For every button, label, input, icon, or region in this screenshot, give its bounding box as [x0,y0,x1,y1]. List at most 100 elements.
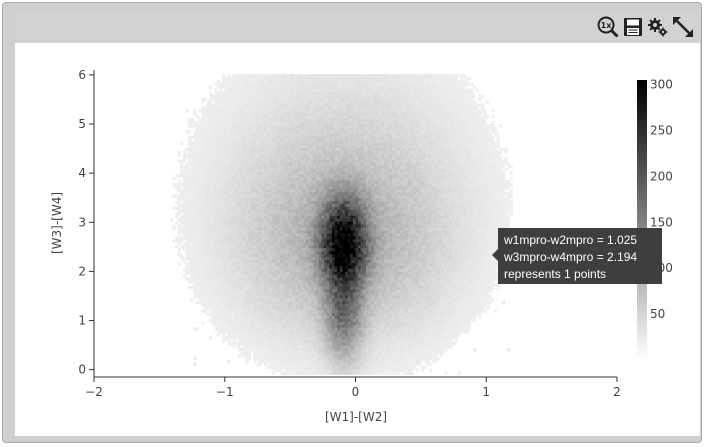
heatmap-cell [235,85,239,90]
heatmap-cell [271,327,275,331]
heatmap-cell [240,277,244,281]
heatmap-cell [316,177,320,181]
settings-button[interactable] [647,15,669,39]
heatmap-cell [292,76,296,81]
heatmap-cell [258,230,262,234]
heatmap-cell [313,268,317,272]
heatmap-cell [253,188,257,193]
heatmap-cell [240,250,244,255]
heatmap-cell [282,247,286,252]
heatmap-cell [224,238,228,243]
heatmap-cell [261,315,265,319]
heatmap-cell [274,100,278,104]
heatmap-cell [237,203,241,207]
heatmap-cell [203,182,207,187]
heatmap-cell [318,141,322,146]
heatmap-cell [279,94,283,98]
heatmap-cell [195,262,200,266]
expand-button[interactable] [672,15,694,39]
heatmap-cell [219,191,223,196]
heatmap-cell [274,115,278,119]
heatmap-cell [269,88,273,93]
heatmap-cell [190,256,194,261]
heatmap-cell [256,79,260,84]
heatmap-cell [308,253,312,258]
heatmap-cell [227,147,231,151]
heatmap-cell [172,227,176,231]
heatmap-cell [224,109,228,113]
heatmap-cell [261,303,265,308]
heatmap-cell [261,253,265,258]
heatmap-cell [266,168,270,172]
heatmap-cell [258,362,262,367]
heatmap-cell [250,97,254,101]
heatmap-cell [216,253,220,258]
heatmap-cell [318,280,322,284]
heatmap-cell [209,168,213,172]
heatmap-cell [201,97,205,101]
heatmap-cell [216,94,220,98]
heatmap-cell [290,365,294,370]
heatmap-cell [316,250,320,255]
heatmap-cell [324,345,328,349]
heatmap-cell [269,141,273,146]
heatmap-cell [287,209,291,213]
heatmap-cell [282,333,286,337]
heatmap-cell [300,88,304,93]
heatmap-cell [311,209,315,213]
heatmap-cell [321,345,325,349]
heatmap-cell [193,265,197,269]
heatmap-cell [243,100,247,104]
heatmap-cell [297,371,301,375]
heatmap-cell [193,271,197,275]
heatmap-cell [216,97,220,101]
heatmap-cell [266,162,270,166]
heatmap-cell [263,333,267,337]
heatmap-cell [177,247,181,252]
heatmap-cell [209,118,213,122]
heatmap-cell [211,194,215,199]
heatmap-cell [274,185,278,190]
heatmap-cell [229,185,233,190]
zoom-1x-icon: 1x [597,16,619,38]
heatmap-cell [193,194,197,199]
heatmap-cell [274,312,278,316]
zoom-reset-button[interactable]: 1x [597,15,619,39]
heatmap-cell [308,292,312,296]
heatmap-cell [271,371,275,375]
heatmap-cell [203,121,207,125]
heatmap-cell [232,327,236,331]
heatmap-cell [303,306,307,311]
heatmap-cell [250,165,254,169]
heatmap-cell [188,218,192,222]
heatmap-cell [222,289,226,293]
heatmap-cell [201,168,205,172]
heatmap-cell [279,300,283,305]
heatmap-cell [214,265,218,269]
heatmap-cell [297,177,301,181]
heatmap-cell [214,286,218,290]
heatmap-cell [250,327,254,331]
heatmap-cell [248,138,252,143]
heatmap-cell [216,315,220,319]
heatmap-cell [321,203,325,207]
heatmap-cell [211,147,215,151]
heatmap-cell [316,356,320,361]
heatmap-cell [219,330,223,334]
save-button[interactable] [622,15,644,39]
heatmap-cell [261,227,265,231]
heatmap-cell [198,215,202,219]
heatmap-cell [287,168,291,172]
heatmap-cell [258,138,262,143]
heatmap-cell [237,353,241,358]
heatmap-cell [224,244,228,249]
heatmap-cell [303,309,307,314]
heatmap-cell [193,262,197,266]
heatmap-cell [198,247,202,252]
heatmap-cell [277,336,281,340]
heatmap-cell [318,171,322,175]
heatmap-cell [229,200,233,205]
heatmap-cell [227,280,231,284]
heatmap-cell [188,182,192,187]
